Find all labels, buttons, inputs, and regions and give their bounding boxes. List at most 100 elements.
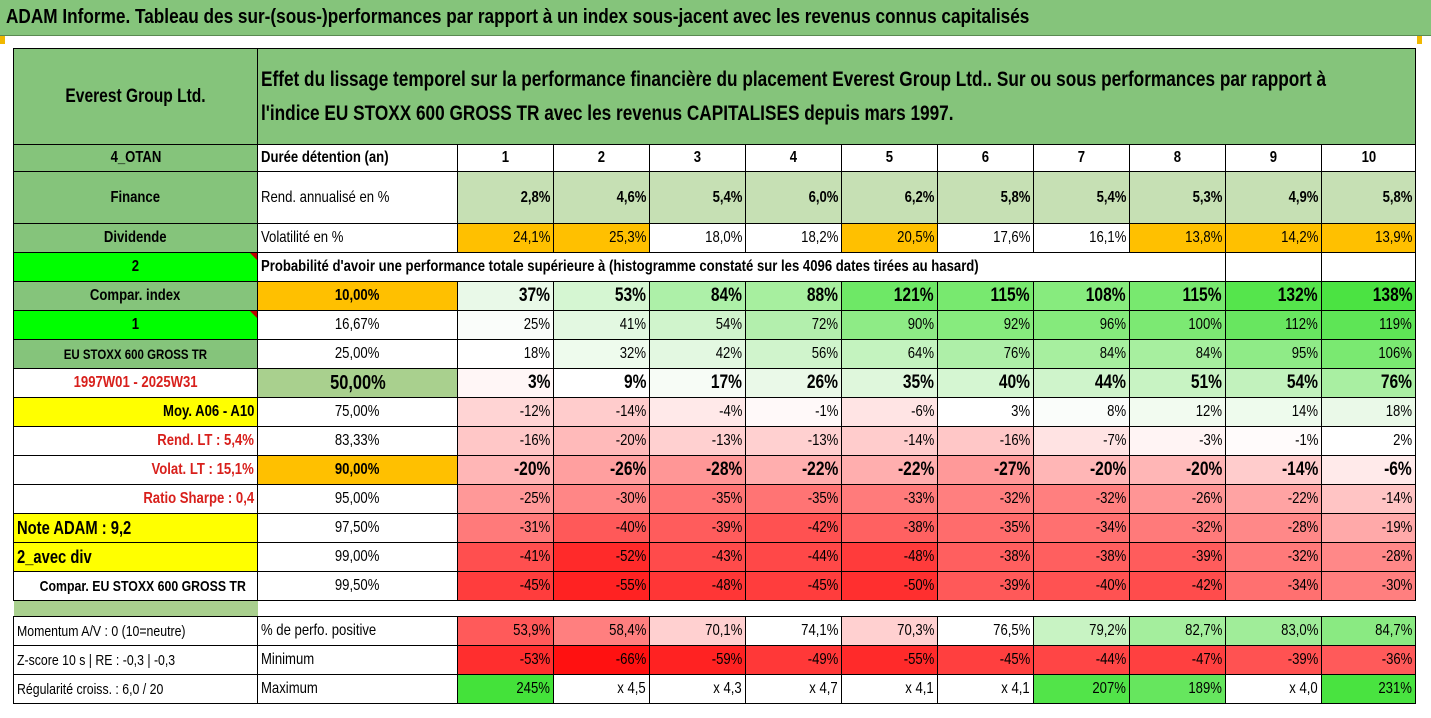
- percentile-cell-text: -22%: [1287, 490, 1318, 507]
- percentile-cell-text: 53%: [614, 285, 646, 306]
- percentile-cell: -45%: [745, 571, 842, 601]
- percentile-cell-text: -28%: [1287, 519, 1318, 536]
- company-name: Everest Group Ltd.: [13, 48, 258, 145]
- percentile-cell: -12%: [457, 397, 554, 427]
- percentile-cell: -7%: [1033, 426, 1130, 456]
- duration-year-text: 10: [1361, 149, 1376, 166]
- summary-cell: 74,1%: [745, 616, 842, 646]
- volatility-cell-text: 18,2%: [800, 229, 838, 246]
- percentile-cell-text: -31%: [519, 519, 550, 536]
- volatility-cell: 24,1%: [457, 223, 554, 253]
- percentile-cell-text: 112%: [1285, 316, 1318, 333]
- percentile-cell: -34%: [1225, 571, 1322, 601]
- summary-cell: -44%: [1033, 645, 1130, 675]
- percentile-cell-text: 56%: [811, 345, 838, 362]
- percentile-cell-text: 18%: [523, 345, 550, 362]
- percentile-cell-text: 72%: [811, 316, 838, 333]
- percentile-row: Compar. index 10,00% 37% 53% 84% 88% 121% 115% 1…: [13, 281, 1417, 311]
- percentile-cell: -20%: [457, 455, 554, 485]
- summary-cell-text: -66%: [615, 651, 646, 668]
- duration-year: 10: [1320, 144, 1417, 172]
- annual-return-cell-text: 5,4%: [1096, 188, 1126, 206]
- duration-label: Durée détention (an): [257, 144, 458, 172]
- volatility-cell-text: 25,3%: [608, 229, 646, 246]
- summary-cell: x 4,1: [937, 674, 1034, 704]
- percentile-cell-text: 96%: [1099, 316, 1126, 333]
- summary-left-label-text: Z-score 10 s | RE : -0,3 | -0,3: [17, 651, 176, 669]
- summary-cell: x 4,1: [841, 674, 938, 704]
- annual-return-cell: 5,8%: [937, 171, 1034, 224]
- percentile-threshold-text: 16,67%: [335, 316, 380, 333]
- duration-year-text: 5: [885, 149, 894, 166]
- percentile-cell: -13%: [745, 426, 842, 456]
- percentile-left-label-text: Volat. LT : 15,1%: [151, 461, 254, 478]
- volatility-cell-text: 14,2%: [1280, 229, 1318, 246]
- percentile-cell-text: 2%: [1393, 432, 1413, 449]
- summary-cell: -36%: [1320, 645, 1417, 675]
- percentile-cell: -30%: [553, 484, 650, 514]
- percentile-cell: 121%: [841, 281, 938, 311]
- percentile-threshold-text: 10,00%: [335, 287, 380, 304]
- percentile-left-label-text: 1997W01 - 2025W31: [73, 374, 198, 391]
- left-label-dividende: Dividende: [13, 223, 258, 253]
- percentile-left-label: 1997W01 - 2025W31: [13, 368, 258, 398]
- spacer-cell: [1225, 600, 1322, 617]
- percentile-cell: -30%: [1320, 571, 1417, 601]
- percentile-left-label-text: 1: [131, 316, 140, 333]
- summary-cell: -66%: [553, 645, 650, 675]
- summary-cell-text: -55%: [903, 651, 934, 668]
- left-label-2: 2: [13, 252, 258, 282]
- annual-return-cell-text: 6,0%: [808, 188, 838, 206]
- percentile-cell-text: 3%: [527, 372, 550, 393]
- summary-cell: 79,2%: [1033, 616, 1130, 646]
- percentile-threshold-text: 50,00%: [329, 371, 386, 394]
- percentile-cell-text: 14%: [1291, 403, 1318, 420]
- report-title: ADAM Informe. Tableau des sur-(sous-)per…: [6, 6, 1030, 28]
- summary-cell: -53%: [457, 645, 554, 675]
- percentile-cell-text: 90%: [907, 316, 934, 333]
- spacer-cell: [937, 600, 1034, 617]
- annual-return-cell-text: 4,6%: [616, 188, 646, 206]
- percentile-cell-text: -32%: [1191, 519, 1222, 536]
- percentile-cell: 112%: [1225, 310, 1322, 340]
- summary-cell-text: 58,4%: [608, 622, 646, 639]
- percentile-cell-text: -30%: [615, 490, 646, 507]
- summary-cell: -47%: [1129, 645, 1226, 675]
- percentile-cell-text: 42%: [715, 345, 742, 362]
- percentile-left-label-text: Note ADAM : 9,2: [17, 517, 132, 538]
- probability-label-text: Probabilité d'avoir une performance tota…: [261, 258, 979, 275]
- spacer-cell: [649, 600, 746, 617]
- percentile-cell: 26%: [745, 368, 842, 398]
- summary-cell: x 4,5: [553, 674, 650, 704]
- percentile-cell-text: -35%: [711, 490, 742, 507]
- percentile-cell-text: -20%: [1089, 459, 1126, 480]
- percentile-cell: -20%: [1129, 455, 1226, 485]
- summary-cell-text: x 4,0: [1289, 680, 1318, 697]
- percentile-cell-text: -38%: [999, 548, 1030, 565]
- performance-table-wrapper: Everest Group Ltd. Effet du lissage tempo…: [13, 48, 1417, 704]
- percentile-cell-text: 138%: [1372, 285, 1413, 306]
- percentile-cell: -14%: [1225, 455, 1322, 485]
- percentile-cell: -28%: [1225, 513, 1322, 543]
- percentile-left-label-text: Compar. index: [90, 287, 181, 304]
- annual-return-cell: 6,0%: [745, 171, 842, 224]
- summary-cell: 231%: [1320, 674, 1417, 704]
- percentile-cell-text: -42%: [807, 519, 838, 536]
- summary-cell-text: x 4,1: [905, 680, 934, 697]
- percentile-cell-text: -35%: [999, 519, 1030, 536]
- company-name-text: Everest Group Ltd.: [65, 85, 206, 107]
- percentile-cell-text: -34%: [1095, 519, 1126, 536]
- description: Effet du lissage temporel sur la perform…: [256, 48, 1417, 145]
- percentile-cell-text: 3%: [1011, 403, 1030, 420]
- percentile-left-label-text: Ratio Sharpe : 0,4: [143, 490, 254, 507]
- summary-left-label-text: Régularité croiss. : 6,0 / 20: [17, 680, 164, 698]
- probability-blank-9: [1225, 252, 1322, 282]
- percentile-cell: -19%: [1320, 513, 1417, 543]
- percentile-cell: 9%: [553, 368, 650, 398]
- volatility-cell: 13,8%: [1129, 223, 1226, 253]
- percentile-cell-text: -40%: [1095, 577, 1126, 594]
- percentile-cell: 106%: [1320, 339, 1417, 369]
- summary-label: Maximum: [257, 674, 458, 704]
- percentile-cell: 138%: [1320, 281, 1417, 311]
- spacer-cell: [841, 600, 938, 617]
